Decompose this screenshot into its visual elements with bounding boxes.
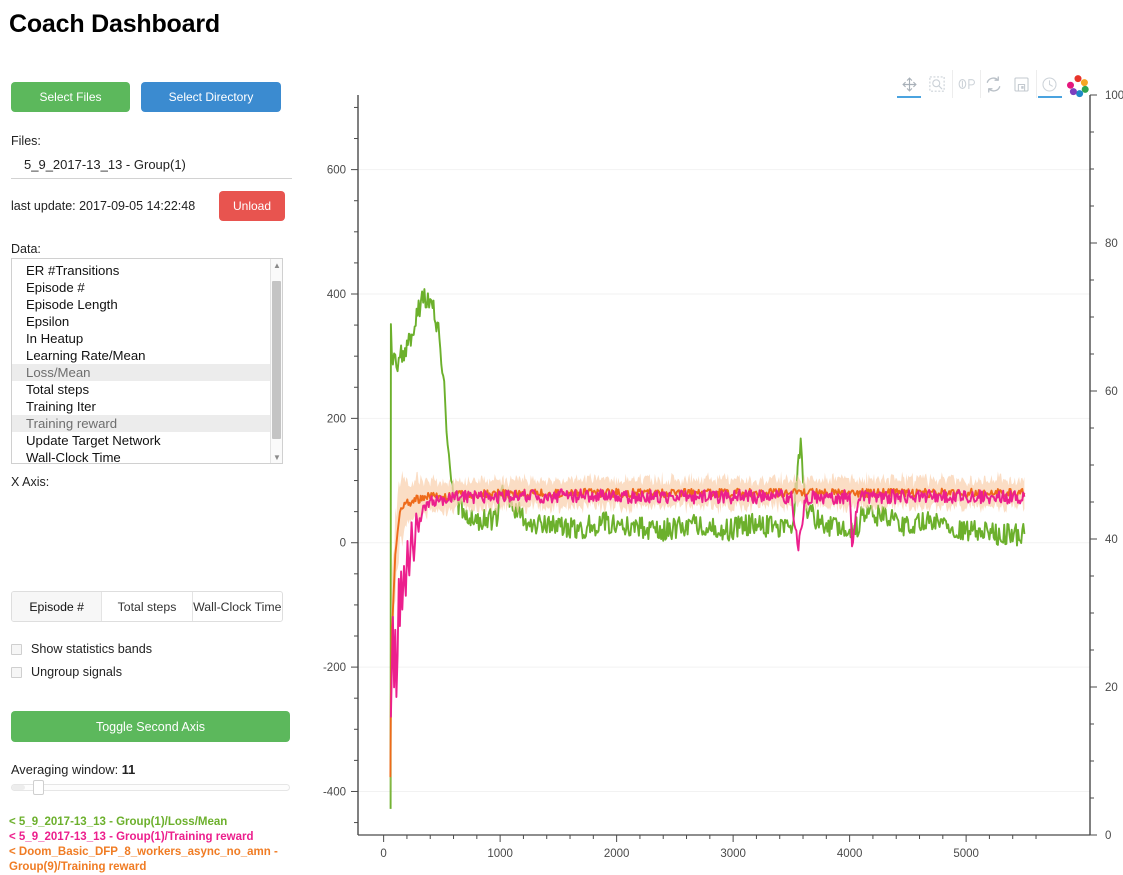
files-label: Files: [11,134,41,148]
axis-tick-label: -400 [323,786,346,798]
axis-tick-label: 0 [340,538,346,550]
xaxis-tab[interactable]: Wall-Clock Time [193,599,282,614]
data-list-item[interactable]: Episode Length [26,297,118,312]
averaging-window-slider[interactable] [11,780,290,795]
scroll-up-arrow-icon[interactable]: ▲ [273,261,281,270]
axis-tick-label: 400 [327,289,346,301]
series-band [390,470,1025,813]
data-list-item[interactable]: Loss/Mean [12,364,282,381]
data-list-item[interactable]: Training reward [12,415,282,432]
legend-entry[interactable]: < 5_9_2017-13_13 - Group(1)/Loss/Mean [9,816,228,828]
ungroup-signals-checkbox-row[interactable]: Ungroup signals [11,665,122,679]
ungroup-signals-checkbox[interactable] [11,666,22,678]
axis-tick-label: 600 [327,165,346,177]
data-list-item[interactable]: Training Iter [26,399,96,414]
axis-tick-label: 1000 [487,848,513,860]
data-list-item[interactable]: ER #Transitions [26,263,120,278]
save-icon[interactable] [1008,70,1034,98]
axis-tick-label: 40 [1105,534,1118,546]
legend-entry[interactable]: < Doom_Basic_DFP_8_workers_async_no_amn … [9,846,278,873]
plot-modebar[interactable] [895,68,1090,98]
axis-tick-label: 80 [1105,238,1118,250]
axis-tick-label: 5000 [953,848,979,860]
series-line [389,288,1026,809]
data-signal-list-items: ER #Transitions Episode # Episode Length Ep… [12,259,282,464]
show-statistics-bands-checkbox-row[interactable]: Show statistics bands [11,642,152,656]
slider-fill [12,785,26,790]
data-list-item[interactable]: Wall-Clock Time [26,450,121,464]
scroll-down-arrow-icon[interactable]: ▼ [273,453,281,462]
averaging-window-value: 11 [121,762,136,777]
data-list-item[interactable]: Learning Rate/Mean [26,348,146,363]
controls-panel: Select Files Select Directory Files: las… [0,72,302,873]
axis-tick-label: 100 [1105,90,1123,102]
axis-tick-label: 60 [1105,386,1118,398]
show-statistics-bands-checkbox[interactable] [11,643,22,655]
series-line [389,488,1026,718]
zoom-data-icon[interactable] [952,70,978,98]
page-title: Coach Dashboard [9,10,220,38]
data-list-item[interactable]: In Heatup [26,331,84,346]
data-list-item[interactable]: Update Target Network [26,433,161,448]
data-signal-list[interactable]: ER #Transitions Episode # Episode Length Ep… [11,258,283,464]
data-list-scrollbar[interactable]: ▲ ▼ [270,259,282,463]
slider-track[interactable] [11,784,290,791]
toggle-second-axis-button[interactable]: Toggle Second Axis [11,711,290,742]
scrollbar-thumb[interactable] [272,281,281,439]
xaxis-label: X Axis: [11,475,50,489]
axis-tick-label: 20 [1105,682,1118,694]
last-update-text: last update: 2017-09-05 14:22:48 [11,199,196,213]
select-directory-button[interactable]: Select Directory [141,82,281,112]
refresh-icon[interactable] [980,70,1006,98]
data-list-item[interactable]: Episode # [26,280,85,295]
slider-thumb[interactable] [33,780,45,795]
plot-container: -400 -200 0 200 400 600 0 20 40 60 80 100 0 1000 2000 3… [304,60,1123,875]
axis-tick-label: 2000 [604,848,630,860]
axis-tick-label: 4000 [837,848,863,860]
legend-entry[interactable]: < 5_9_2017-13_13 - Group(1)/Training rew… [9,831,254,843]
unload-button[interactable]: Unload [219,191,285,221]
hover-compare-icon[interactable] [1036,70,1062,98]
axis-tick-label: 200 [327,413,346,425]
show-statistics-bands-label: Show statistics bands [31,642,153,656]
xaxis-tab-group[interactable]: Episode # Total steps Wall-Clock Time [11,591,283,622]
ungroup-signals-label: Ungroup signals [31,665,123,679]
axis-tick-label: 0 [1105,830,1111,842]
data-list-item[interactable]: Total steps [26,382,90,397]
axis-tick-label: 0 [380,848,386,860]
zoom-box-icon[interactable] [924,70,950,98]
averaging-window-row: Averaging window: 11 [11,762,135,777]
axis-tick-label: 3000 [720,848,746,860]
select-files-button[interactable]: Select Files [11,82,130,112]
plotly-logo-icon[interactable] [1066,74,1090,98]
files-input[interactable] [11,151,292,179]
data-list-item[interactable]: Epsilon [26,314,70,329]
pan-icon[interactable] [896,70,922,98]
xaxis-tab[interactable]: Episode # [12,592,103,621]
averaging-window-label: Averaging window: [11,762,119,777]
chart-legend: < 5_9_2017-13_13 - Group(1)/Loss/Mean < 5… [9,815,303,875]
xaxis-tab[interactable]: Total steps [102,592,193,621]
data-label: Data: [11,242,41,256]
axis-tick-label: -200 [323,662,346,674]
